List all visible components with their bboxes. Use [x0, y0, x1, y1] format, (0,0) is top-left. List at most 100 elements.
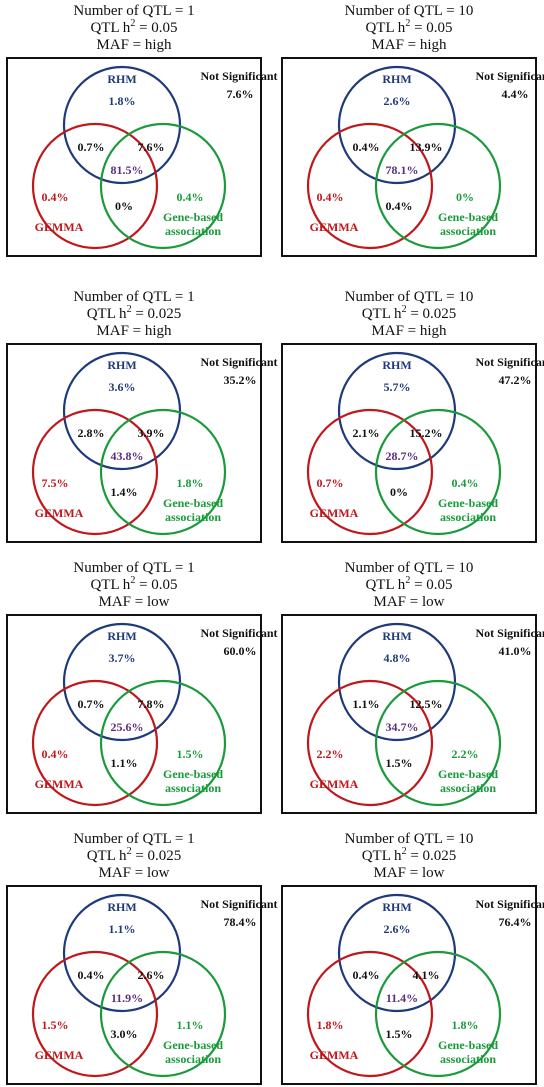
qtl-count-label: Number of QTL = 1	[73, 831, 195, 847]
rhm-label: RHM	[382, 629, 411, 643]
gemma-circle	[31, 679, 159, 807]
heritability-prefix: QTL h	[361, 306, 402, 322]
rhm-gemma-value: 0.7%	[78, 140, 105, 154]
all-three-value: 11.4%	[386, 991, 418, 1005]
gemma-only-value: 0.4%	[317, 190, 344, 204]
heritability-value: = 0.025	[131, 306, 182, 322]
rhm-gene-value: 3.9%	[138, 426, 165, 440]
gene-based-circle	[99, 679, 227, 807]
venn-panel: Number of QTL = 1 QTL h2 = 0.05 MAF = low R…	[6, 557, 278, 814]
gemma-gene-value: 1.4%	[111, 485, 138, 499]
rhm-gene-value: 2.6%	[138, 968, 165, 982]
venn-diagram: RHM 2.6% Not Significant 4.4% 0.4% 13.9% 78.1%…	[306, 65, 544, 250]
venn-panel: Number of QTL = 1 QTL h2 = 0.05 MAF = high…	[6, 0, 278, 257]
rhm-only-value: 4.8%	[384, 651, 411, 665]
rhm-label: RHM	[107, 629, 136, 643]
venn-box: RHM 4.8% Not Significant 41.0% 1.1% 12.5% 34.7…	[281, 614, 544, 814]
heritability-prefix: QTL h	[86, 848, 127, 864]
gene-based-circle	[374, 122, 502, 250]
qtl-count-label: Number of QTL = 10	[344, 3, 474, 19]
gene-based-label: Gene-based	[163, 210, 223, 224]
gene-based-circle	[99, 122, 227, 250]
heritability-value: = 0.025	[406, 306, 457, 322]
venn-box: RHM 1.8% Not Significant 7.6% 0.7% 7.6% 81.5% 0…	[6, 57, 278, 257]
heritability-superscript: 2	[401, 846, 407, 857]
gene-based-label: Gene-based	[163, 767, 223, 781]
rhm-gemma-value: 0.4%	[353, 140, 380, 154]
venn-panel: Number of QTL = 10 QTL h2 = 0.05 MAF = low…	[281, 557, 544, 814]
rhm-gemma-value: 0.4%	[353, 968, 380, 982]
heritability-prefix: QTL h	[90, 577, 131, 593]
gemma-only-value: 0.4%	[42, 190, 69, 204]
venn-panel: Number of QTL = 1 QTL h2 = 0.025 MAF = low…	[6, 828, 278, 1085]
rhm-only-value: 1.1%	[109, 922, 136, 936]
rhm-only-value: 3.6%	[109, 380, 136, 394]
rhm-gene-value: 13.9%	[410, 140, 443, 154]
gene-only-value: 2.2%	[452, 747, 479, 761]
venn-diagram: RHM 1.1% Not Significant 78.4% 0.4% 2.6% 11.9%…	[31, 893, 278, 1078]
association-label: association	[440, 224, 496, 238]
gemma-gene-value: 1.1%	[111, 756, 138, 770]
gemma-gene-value: 1.5%	[386, 756, 413, 770]
heritability-prefix: QTL h	[90, 20, 131, 36]
rhm-circle	[62, 622, 182, 742]
heritability-label: QTL h2 = 0.025	[281, 305, 537, 323]
qtl-count-label: Number of QTL = 1	[73, 289, 195, 305]
heritability-label: QTL h2 = 0.025	[6, 305, 262, 323]
qtl-count-label: Number of QTL = 1	[73, 560, 195, 576]
venn-box: RHM 2.6% Not Significant 4.4% 0.4% 13.9% 78.1%…	[281, 57, 544, 257]
not-significant-value: 7.6%	[227, 87, 254, 101]
panel-header: Number of QTL = 10 QTL h2 = 0.05 MAF = hig…	[281, 3, 537, 54]
maf-label: MAF = low	[373, 594, 445, 610]
heritability-prefix: QTL h	[361, 848, 402, 864]
rhm-gemma-value: 2.8%	[78, 426, 105, 440]
rhm-gemma-value: 2.1%	[353, 426, 380, 440]
rhm-label: RHM	[107, 72, 136, 86]
association-label: association	[165, 1052, 221, 1066]
rhm-only-value: 3.7%	[109, 651, 136, 665]
rhm-gemma-value: 1.1%	[353, 697, 380, 711]
rhm-circle	[62, 893, 182, 1013]
gene-only-value: 1.5%	[177, 747, 204, 761]
heritability-prefix: QTL h	[86, 306, 127, 322]
rhm-only-value: 5.7%	[384, 380, 411, 394]
association-label: association	[165, 510, 221, 524]
gemma-circle	[306, 679, 434, 807]
rhm-gene-value: 15.2%	[410, 426, 443, 440]
gemma-only-value: 2.2%	[317, 747, 344, 761]
rhm-label: RHM	[107, 900, 136, 914]
maf-label: MAF = high	[371, 37, 447, 53]
not-significant-label: Not Significant	[200, 897, 277, 911]
association-label: association	[440, 510, 496, 524]
panel-header: Number of QTL = 10 QTL h2 = 0.05 MAF = low	[281, 560, 537, 611]
gene-only-value: 1.8%	[452, 1018, 479, 1032]
gemma-label: GEMMA	[310, 1048, 359, 1062]
gemma-gene-value: 1.5%	[386, 1027, 413, 1041]
all-three-value: 81.5%	[111, 163, 144, 177]
not-significant-value: 47.2%	[499, 373, 532, 387]
venn-box: RHM 2.6% Not Significant 76.4% 0.4% 4.1% 11.4%…	[281, 885, 544, 1085]
venn-diagram: RHM 2.6% Not Significant 76.4% 0.4% 4.1% 11.4%…	[306, 893, 544, 1078]
gemma-label: GEMMA	[310, 506, 359, 520]
heritability-superscript: 2	[130, 18, 136, 29]
rhm-circle	[337, 351, 457, 471]
heritability-superscript: 2	[405, 18, 411, 29]
panel-header: Number of QTL = 10 QTL h2 = 0.025 MAF = hi…	[281, 289, 537, 340]
all-three-value: 11.9%	[111, 991, 143, 1005]
venn-diagram: RHM 1.8% Not Significant 7.6% 0.7% 7.6% 81.5% 0…	[31, 65, 278, 250]
rhm-label: RHM	[382, 358, 411, 372]
not-significant-label: Not Significant	[200, 69, 277, 83]
qtl-count-label: Number of QTL = 10	[344, 831, 474, 847]
gene-based-circle	[374, 950, 502, 1078]
association-label: association	[165, 224, 221, 238]
gene-based-circle	[99, 408, 227, 536]
rhm-gene-value: 7.8%	[138, 697, 165, 711]
not-significant-value: 35.2%	[224, 373, 257, 387]
venn-panel: Number of QTL = 10 QTL h2 = 0.025 MAF = lo…	[281, 828, 544, 1085]
gemma-only-value: 0.7%	[317, 476, 344, 490]
gene-based-circle	[99, 950, 227, 1078]
gemma-label: GEMMA	[35, 1048, 84, 1062]
heritability-label: QTL h2 = 0.025	[6, 847, 262, 865]
venn-panel: Number of QTL = 10 QTL h2 = 0.05 MAF = hig…	[281, 0, 544, 257]
qtl-count-label: Number of QTL = 10	[344, 289, 474, 305]
